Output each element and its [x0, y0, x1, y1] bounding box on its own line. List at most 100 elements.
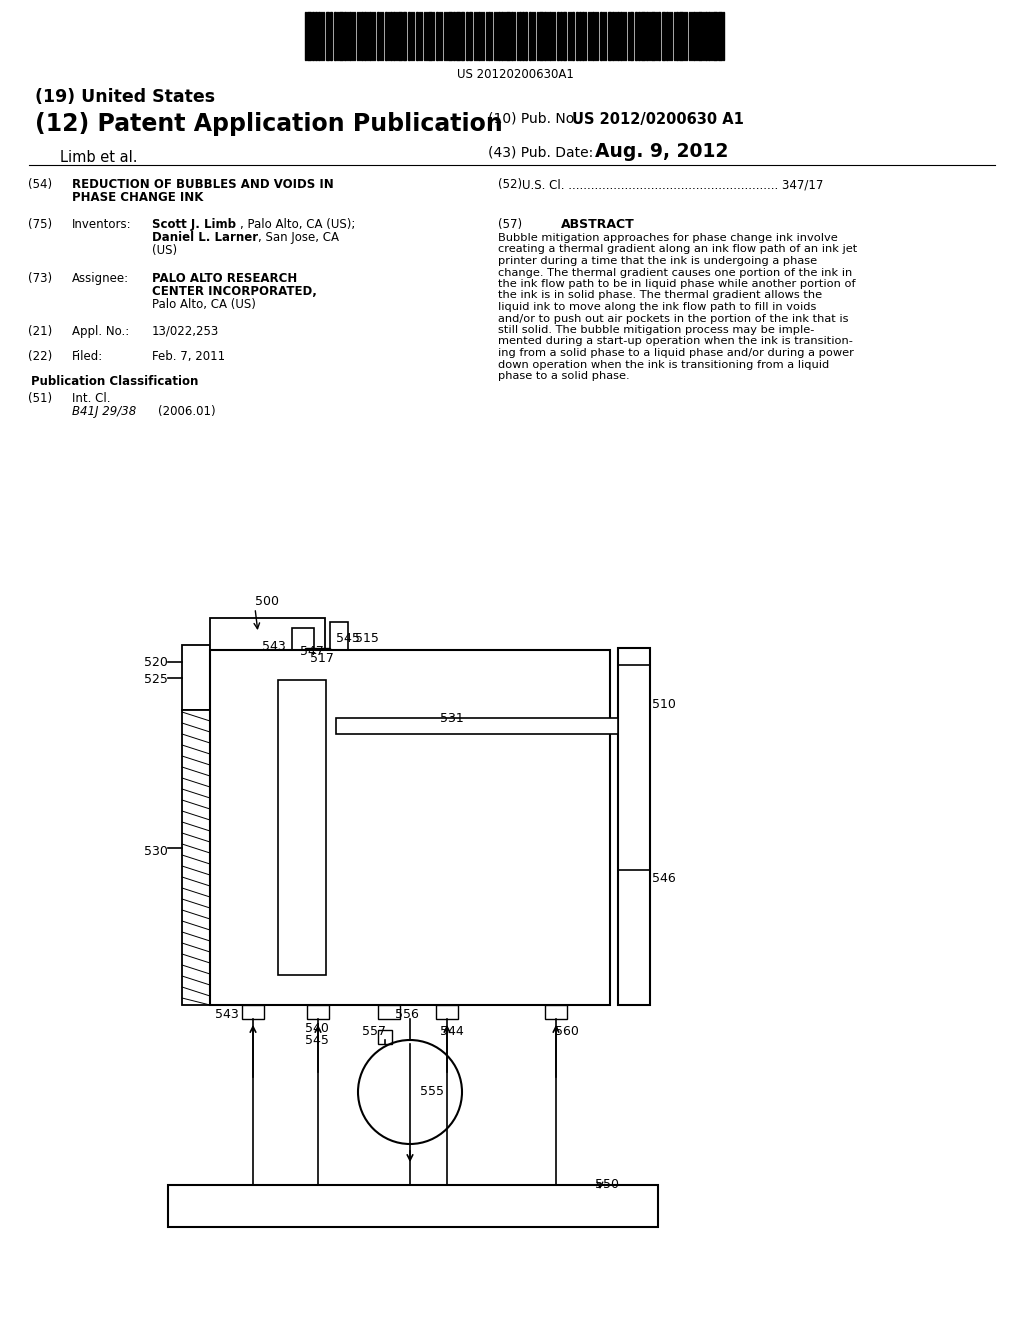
Bar — [168, 1185, 658, 1228]
Bar — [321, 12, 323, 59]
Bar — [461, 12, 465, 59]
Text: phase to a solid phase.: phase to a solid phase. — [498, 371, 630, 381]
Text: (52): (52) — [498, 178, 522, 191]
Bar — [600, 12, 602, 59]
Text: 557: 557 — [362, 1026, 386, 1038]
Bar — [689, 12, 690, 59]
Bar — [693, 12, 694, 59]
Bar — [476, 12, 477, 59]
Bar — [621, 12, 622, 59]
Text: 550: 550 — [595, 1177, 618, 1191]
Bar — [435, 12, 437, 59]
Text: liquid ink to move along the ink flow path to fill in voids: liquid ink to move along the ink flow pa… — [498, 302, 816, 312]
Bar — [662, 12, 666, 59]
Bar — [182, 645, 210, 710]
Bar — [439, 12, 440, 59]
Bar — [336, 718, 618, 734]
Bar — [242, 1005, 264, 1019]
Text: 525: 525 — [144, 673, 168, 686]
Bar — [537, 12, 538, 59]
Text: 531: 531 — [440, 711, 464, 725]
Text: 543: 543 — [262, 640, 286, 653]
Bar — [380, 12, 381, 59]
Bar — [382, 12, 384, 59]
Text: (51): (51) — [28, 392, 52, 405]
Bar — [315, 12, 317, 59]
Bar — [457, 12, 460, 59]
Bar — [416, 12, 418, 59]
Bar — [597, 12, 598, 59]
Bar — [603, 12, 604, 59]
Bar — [501, 12, 503, 59]
Text: (22): (22) — [28, 350, 52, 363]
Text: Scott J. Limb: Scott J. Limb — [152, 218, 236, 231]
Bar — [408, 12, 410, 59]
Text: , Palo Alto, CA (US);: , Palo Alto, CA (US); — [240, 218, 355, 231]
Bar — [623, 12, 624, 59]
Bar — [528, 12, 530, 59]
Bar — [691, 12, 692, 59]
Bar — [473, 12, 475, 59]
Text: down operation when the ink is transitioning from a liquid: down operation when the ink is transitio… — [498, 359, 829, 370]
Bar — [550, 12, 551, 59]
Bar — [347, 12, 348, 59]
Bar — [595, 12, 596, 59]
Text: (US): (US) — [152, 244, 177, 257]
Text: (75): (75) — [28, 218, 52, 231]
Text: Palo Alto, CA (US): Palo Alto, CA (US) — [152, 298, 256, 312]
Bar — [535, 12, 536, 59]
Bar — [433, 12, 434, 59]
Bar — [403, 12, 407, 59]
Bar — [419, 12, 420, 59]
Text: (57): (57) — [498, 218, 522, 231]
Bar — [567, 12, 569, 59]
Bar — [522, 12, 524, 59]
Bar — [210, 649, 610, 1005]
Bar — [708, 12, 710, 59]
Text: (2006.01): (2006.01) — [158, 405, 216, 418]
Text: 510: 510 — [652, 698, 676, 711]
Bar — [507, 12, 510, 59]
Text: change. The thermal gradient causes one portion of the ink in: change. The thermal gradient causes one … — [498, 268, 852, 277]
Bar — [586, 12, 587, 59]
Bar — [483, 12, 484, 59]
Bar — [714, 12, 717, 59]
Bar — [626, 12, 627, 59]
Bar — [352, 12, 353, 59]
Text: Int. Cl.: Int. Cl. — [72, 392, 111, 405]
Bar — [641, 12, 644, 59]
Text: 530: 530 — [144, 845, 168, 858]
Text: US 2012/0200630 A1: US 2012/0200630 A1 — [572, 112, 743, 127]
Text: printer during a time that the ink is undergoing a phase: printer during a time that the ink is un… — [498, 256, 817, 267]
Bar — [449, 12, 452, 59]
Text: ing from a solid phase to a liquid phase and/or during a power: ing from a solid phase to a liquid phase… — [498, 348, 854, 358]
Bar — [588, 12, 589, 59]
Bar — [711, 12, 713, 59]
Bar — [478, 12, 479, 59]
Text: B41J 29/38: B41J 29/38 — [72, 405, 136, 418]
Bar — [560, 12, 562, 59]
Bar — [331, 12, 333, 59]
Bar — [552, 12, 553, 59]
Bar — [307, 1005, 329, 1019]
Bar — [441, 12, 442, 59]
Bar — [669, 12, 670, 59]
Bar — [570, 12, 571, 59]
Bar — [375, 12, 376, 59]
Bar — [539, 12, 543, 59]
Text: creating a thermal gradient along an ink flow path of an ink jet: creating a thermal gradient along an ink… — [498, 244, 857, 255]
Bar — [396, 12, 397, 59]
Bar — [504, 12, 505, 59]
Bar — [356, 12, 358, 59]
Text: Bubble mitigation approaches for phase change ink involve: Bubble mitigation approaches for phase c… — [498, 234, 838, 243]
Bar — [651, 12, 655, 59]
Bar — [612, 12, 613, 59]
Bar — [554, 12, 555, 59]
Bar — [426, 12, 427, 59]
Bar — [210, 618, 325, 649]
Bar — [667, 12, 668, 59]
Text: (10) Pub. No.:: (10) Pub. No.: — [488, 112, 583, 125]
Bar — [398, 12, 401, 59]
Bar — [499, 12, 500, 59]
Bar — [330, 622, 348, 657]
